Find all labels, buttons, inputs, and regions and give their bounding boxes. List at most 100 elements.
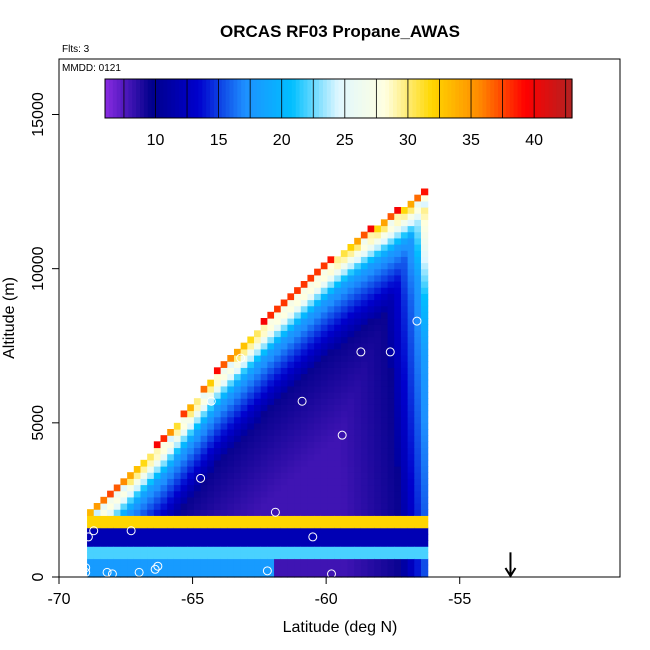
heatmap-cell [354, 262, 362, 270]
heatmap-cell [334, 429, 342, 436]
heatmap-cell [347, 262, 355, 270]
heatmap-cell [327, 441, 335, 449]
heatmap-cell [280, 348, 289, 356]
heatmap-cell [420, 293, 429, 301]
heatmap-cell [414, 570, 422, 578]
heatmap-cell [334, 527, 342, 535]
heatmap-cell [380, 570, 389, 578]
heatmap-cell [387, 256, 395, 264]
heatmap-cell [100, 521, 108, 529]
heatmap-cell [354, 546, 362, 553]
heatmap-cell [180, 490, 188, 498]
heatmap-cell [394, 268, 402, 276]
heatmap-cell [274, 429, 282, 436]
heatmap-cell [267, 478, 275, 486]
heatmap-cell [420, 299, 429, 307]
heatmap-cell [153, 459, 162, 467]
heatmap-cell [307, 453, 315, 461]
colorbar-segment [190, 79, 196, 118]
heatmap-cell [414, 336, 422, 344]
heatmap-cell [400, 509, 409, 516]
colorbar-segment [268, 79, 273, 118]
heatmap-cell [327, 256, 335, 264]
heatmap-cell [340, 441, 349, 449]
heatmap-cell [167, 429, 175, 436]
heatmap-cell [267, 429, 275, 436]
colorbar-segment [408, 79, 414, 118]
heatmap-cell [160, 570, 168, 578]
heatmap-cell [207, 466, 215, 473]
heatmap-cell [220, 484, 228, 492]
heatmap-cell [414, 546, 422, 553]
heatmap-cell [127, 521, 135, 529]
heatmap-cell [287, 293, 295, 301]
heatmap-cell [300, 398, 309, 405]
heatmap-cell [380, 540, 389, 547]
heatmap-cell [394, 503, 402, 510]
heatmap-cell [314, 330, 322, 338]
heatmap-cell [167, 472, 175, 479]
sample-point [337, 430, 347, 440]
heatmap-cell [147, 570, 155, 578]
colorbar-segment [248, 79, 254, 118]
heatmap-cell [200, 509, 208, 516]
heatmap-cell [294, 515, 302, 523]
heatmap-cell [327, 355, 335, 362]
heatmap-cell [420, 453, 429, 461]
heatmap-cell [407, 392, 415, 399]
heatmap-cell [200, 558, 208, 566]
heatmap-cell [233, 533, 242, 541]
heatmap-cell [420, 429, 429, 436]
heatmap-cell [187, 447, 195, 455]
heatmap-cell [180, 410, 188, 418]
heatmap-cell [360, 521, 369, 529]
heatmap-cell [280, 472, 289, 479]
heatmap-cell [160, 472, 168, 479]
heatmap-cell [407, 299, 415, 307]
heatmap-cell [380, 361, 389, 368]
heatmap-cell [254, 336, 262, 344]
heatmap-cell [387, 515, 395, 523]
heatmap-cell [314, 404, 322, 412]
heatmap-cell [233, 361, 242, 368]
heatmap-cell [347, 324, 355, 331]
heatmap-cell [294, 521, 302, 529]
heatmap-cell [340, 330, 349, 338]
heatmap-cell [380, 546, 389, 553]
heatmap-cell [420, 281, 429, 288]
heatmap-cell [180, 484, 188, 492]
heatmap-cell [147, 540, 155, 547]
colorbar-segment [568, 79, 573, 118]
heatmap-cell [407, 305, 415, 313]
heatmap-cell [394, 274, 402, 282]
heatmap-cell [400, 336, 409, 344]
heatmap-cell [407, 459, 415, 467]
heatmap-cell [340, 422, 349, 430]
heatmap-cell [314, 540, 322, 547]
heatmap-cell [300, 404, 309, 412]
heatmap-cell [160, 558, 168, 566]
heatmap-cell [360, 410, 369, 418]
heatmap-cell [360, 318, 369, 325]
heatmap-cell [374, 570, 382, 578]
heatmap-cell [180, 527, 188, 535]
heatmap-cell [160, 453, 168, 461]
heatmap-cell [360, 472, 369, 479]
heatmap-cell [367, 274, 375, 282]
heatmap-cell [260, 385, 268, 393]
heatmap-cell [153, 478, 162, 486]
heatmap-cell [340, 305, 349, 313]
heatmap-cell [280, 429, 289, 436]
heatmap-cell [367, 231, 375, 239]
heatmap-cell [347, 404, 355, 412]
heatmap-cell [113, 503, 122, 510]
heatmap-cell [167, 459, 175, 467]
heatmap-cell [247, 570, 255, 578]
heatmap-cell [173, 503, 182, 510]
heatmap-cell [127, 527, 135, 535]
colorbar-segment [163, 79, 168, 118]
heatmap-cell [420, 416, 429, 424]
heatmap-cell [380, 416, 389, 424]
heatmap-cell [207, 385, 215, 393]
colorbar-segment [264, 79, 270, 118]
